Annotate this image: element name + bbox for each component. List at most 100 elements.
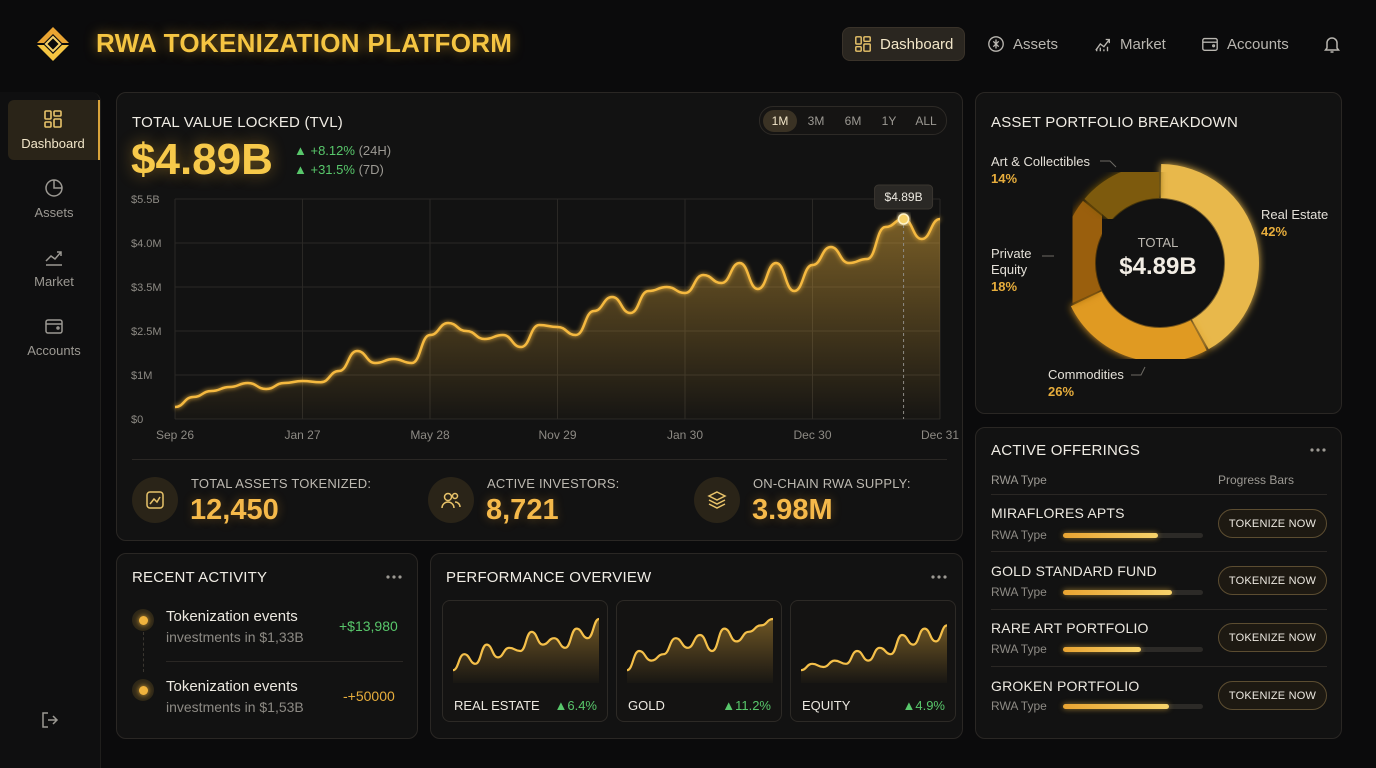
topnav-label: Dashboard (880, 35, 954, 53)
tokenize-now-button[interactable]: TOKENIZE NOW (1218, 509, 1327, 538)
progress-bar (1063, 533, 1203, 538)
offering-name: RARE ART PORTFOLIO (991, 620, 1149, 636)
sidebar-item-accounts[interactable]: Accounts (8, 307, 100, 367)
sidebar: Dashboard Assets Market Accounts (0, 92, 101, 768)
sidebar-item-label: Dashboard (21, 136, 85, 151)
range-1y[interactable]: 1Y (881, 114, 897, 128)
stat-label: ON-CHAIN RWA SUPPLY: (753, 476, 911, 491)
y-tick-label: $4.0M (131, 238, 162, 250)
range-1m[interactable]: 1M (763, 110, 797, 132)
image-chart-icon (146, 491, 164, 509)
legend-pct-private-equity: 18% (991, 279, 1018, 294)
range-6m[interactable]: 6M (844, 114, 862, 128)
activity-subtitle: investments in $1,53B (166, 699, 304, 715)
sidebar-item-label: Market (34, 274, 74, 289)
stat-label: ACTIVE INVESTORS: (487, 476, 620, 491)
activity-amount: +$13,980 (339, 618, 398, 634)
x-tick-label: Dec 31 (921, 428, 959, 442)
activity-title: RECENT ACTIVITY (132, 569, 268, 586)
progress-bar (1063, 590, 1203, 595)
donut-slice (1061, 200, 1110, 305)
sparkline-line (626, 617, 774, 672)
topnav-assets[interactable]: Assets (976, 27, 1069, 61)
activity-subtitle: investments in $1,33B (166, 629, 304, 645)
wallet-icon (1202, 37, 1218, 51)
divider (991, 551, 1327, 552)
portfolio-title: ASSET PORTFOLIO BREAKDOWN (991, 114, 1238, 131)
perf-label: EQUITY (802, 698, 851, 713)
activity-amount: -+50000 (343, 688, 395, 704)
dashboard-icon (44, 110, 62, 128)
topnav-dashboard[interactable]: Dashboard (842, 27, 966, 61)
legend-pct-commodities: 26% (1048, 384, 1075, 399)
highlight-point (897, 213, 910, 225)
more-icon[interactable] (385, 574, 403, 580)
range-all[interactable]: ALL (915, 114, 937, 128)
tvl-line (174, 217, 941, 409)
activity-dot (132, 679, 154, 701)
col-head-progress: Progress Bars (1218, 473, 1295, 487)
perf-card-equity[interactable]: EQUITY ▲4.9% (790, 600, 956, 722)
tokenize-now-button[interactable]: TOKENIZE NOW (1218, 623, 1327, 652)
bell-icon[interactable] (1322, 34, 1342, 54)
donut-hole (1096, 199, 1224, 327)
logout-icon[interactable] (40, 710, 60, 730)
sparkline-chart (800, 624, 948, 683)
stat-value: 3.98M (752, 494, 833, 526)
x-tick-label: Jan 30 (667, 428, 703, 442)
sparkline-line (452, 617, 600, 672)
activity-title-text: Tokenization events (166, 608, 298, 625)
performance-card: PERFORMANCE OVERVIEW REAL ESTATE ▲6.4% G… (430, 553, 963, 739)
legend-pct-real-estate: 42% (1261, 224, 1288, 239)
legend-name-real-estate: Real Estate (1261, 207, 1329, 222)
sidebar-item-assets[interactable]: Assets (8, 169, 100, 229)
topnav-market[interactable]: Market (1083, 27, 1177, 61)
x-tick-label: Dec 30 (793, 428, 831, 442)
tvl-chart: $5.5B $4.0M $3.5M $2.5M $1M $0 Sep 26 Jan 27 May… (131, 184, 959, 442)
y-tick-label: $0 (131, 414, 143, 426)
users-icon (441, 492, 461, 509)
divider (991, 494, 1327, 495)
layers-icon (707, 491, 727, 509)
tokenize-now-button[interactable]: TOKENIZE NOW (1218, 566, 1327, 595)
sidebar-item-dashboard[interactable]: Dashboard (8, 100, 100, 160)
perf-card-real-estate[interactable]: REAL ESTATE ▲6.4% (442, 600, 608, 722)
y-tick-label: $3.5M (131, 282, 162, 294)
more-icon[interactable] (1309, 447, 1327, 453)
delta-7d: ▲ +31.5% (7D) (294, 162, 384, 177)
tokenize-now-button[interactable]: TOKENIZE NOW (1218, 681, 1327, 710)
dashboard-icon (855, 36, 871, 52)
stat-icon-supply (694, 477, 740, 523)
tvl-area (175, 219, 940, 419)
delta-24h: ▲ +8.12% (24H) (294, 143, 392, 158)
sparkline-chart (626, 617, 774, 683)
activity-title-text: Tokenization events (166, 678, 298, 695)
perf-label: GOLD (628, 698, 665, 713)
perf-label: REAL ESTATE (454, 698, 540, 713)
topnav-accounts[interactable]: Accounts (1190, 27, 1300, 61)
stat-icon-assets (132, 477, 178, 523)
more-icon[interactable] (930, 574, 948, 580)
range-3m[interactable]: 3M (807, 114, 825, 128)
offering-name: GROKEN PORTFOLIO (991, 678, 1140, 694)
topnav-label: Assets (1013, 35, 1059, 53)
y-tick-label: $5.5B (131, 194, 160, 206)
sidebar-item-label: Assets (34, 205, 74, 220)
topnav-label: Market (1120, 35, 1166, 53)
offering-type: RWA Type (991, 585, 1047, 599)
stat-value: 8,721 (486, 494, 559, 526)
recent-activity-card: RECENT ACTIVITY Tokenization events inve… (116, 553, 418, 739)
progress-bar-fill (1063, 590, 1173, 595)
perf-card-gold[interactable]: GOLD ▲11.2% (616, 600, 782, 722)
x-tick-label: Jan 27 (284, 428, 320, 442)
performance-title: PERFORMANCE OVERVIEW (446, 569, 652, 586)
wallet-icon (45, 319, 63, 334)
sidebar-item-label: Accounts (27, 343, 81, 358)
y-tick-label: $2.5M (131, 326, 162, 338)
offering-type: RWA Type (991, 699, 1047, 713)
offering-name: MIRAFLORES APTS (991, 505, 1125, 521)
sidebar-item-market[interactable]: Market (8, 238, 100, 298)
y-tick-label: $1M (131, 370, 152, 382)
tooltip-text: $4.89B (885, 190, 923, 204)
divider (991, 609, 1327, 610)
